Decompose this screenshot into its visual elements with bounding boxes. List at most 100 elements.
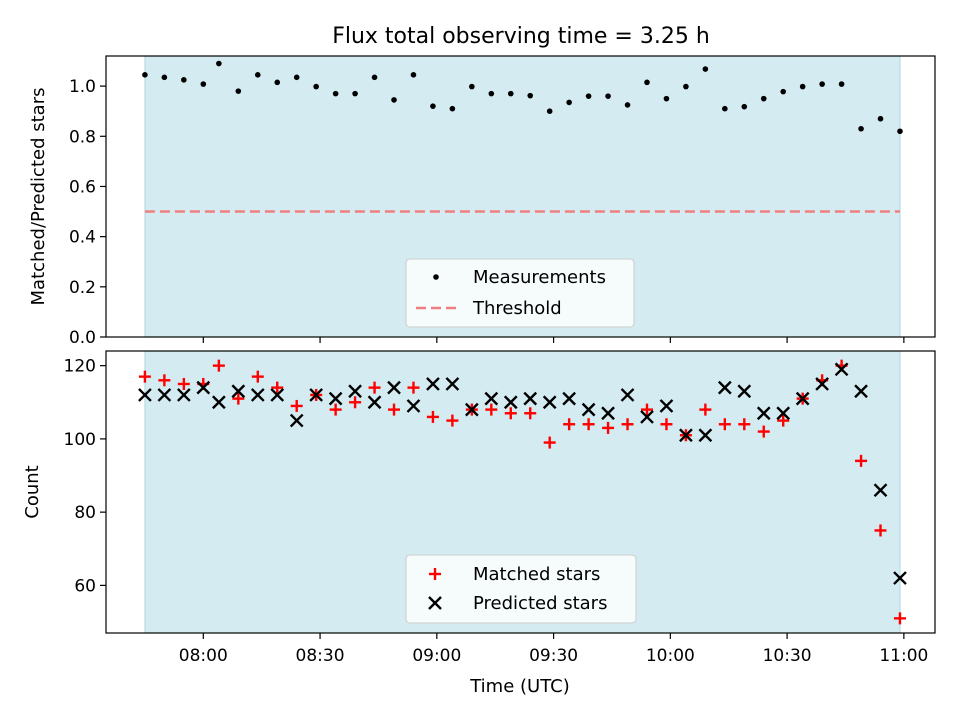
bottom-panel: 60 80 100 120 08:00 08:30 09:00 09:30 10:00 10:3… (22, 350, 936, 666)
measurements-point-29 (702, 66, 709, 72)
predicted-stars-point-29 (698, 428, 713, 443)
matched-stars-point-37 (855, 454, 868, 467)
measurements-point-39 (897, 128, 903, 135)
x-tick-label-5: 10:30 (763, 646, 812, 666)
matched-stars-point-25 (621, 418, 634, 431)
predicted-stars-point-25 (620, 388, 635, 402)
x-tick-label-3: 09:30 (529, 646, 578, 666)
predicted-stars-point-32 (756, 406, 771, 421)
predicted-stars-point-14 (406, 399, 421, 413)
matched-stars-point-0 (138, 370, 151, 383)
predicted-stars-point-7 (270, 388, 285, 402)
matched-stars-point-18 (485, 403, 498, 416)
bottom-x-ticks: 08:00 08:30 09:00 09:30 10:00 10:30 11:00 (179, 633, 928, 666)
y-tick-label-0: 60 (74, 576, 96, 596)
predicted-stars-point-4 (212, 395, 226, 410)
x-tick-label-4: 10:00 (646, 646, 695, 666)
predicted-stars-point-8 (289, 413, 304, 428)
predicted-stars-point-23 (581, 402, 596, 417)
y-tick-label-1: 80 (74, 503, 96, 523)
y-tick-label-5: 1.0 (69, 77, 96, 97)
measurements-point-20 (527, 92, 534, 99)
bottom-y-axis: 60 80 100 120 (64, 357, 106, 596)
measurements-point-1 (161, 74, 168, 81)
measurements-point-12 (371, 74, 378, 81)
top-legend: Measurements Threshold (405, 258, 635, 328)
x-axis-label: Time (UTC) (469, 676, 570, 697)
matched-stars-point-30 (718, 418, 731, 431)
measurements-point-23 (585, 93, 592, 99)
matched-stars-point-32 (757, 425, 770, 438)
predicted-stars-point-3 (196, 380, 211, 395)
measurements-point-3 (200, 81, 207, 87)
matched-stars-point-16 (446, 414, 459, 427)
predicted-stars-point-9 (309, 388, 324, 402)
predicted-stars-point-30 (717, 380, 732, 395)
matched-stars-point-10 (329, 403, 342, 416)
predicted-stars-point-31 (737, 384, 752, 399)
predicted-stars-point-5 (231, 384, 246, 399)
measurements-point-14 (410, 72, 417, 78)
matched-stars-point-5 (232, 392, 245, 405)
predicted-stars-point-36 (834, 362, 849, 377)
measurements-point-30 (722, 105, 728, 112)
y-tick-label-3: 0.6 (69, 177, 96, 197)
matched-stars-point-23 (582, 418, 595, 431)
matched-stars-point-22 (563, 418, 576, 431)
y-tick-label-2: 0.4 (69, 228, 96, 248)
x-tick-label-6: 11:00 (879, 646, 928, 666)
measurements-point-4 (216, 60, 222, 67)
x-tick-label-2: 09:00 (412, 646, 461, 666)
measurements-point-37 (858, 125, 864, 132)
y-tick-label-0: 0.0 (69, 328, 96, 348)
predicted-stars-point-17 (465, 402, 479, 417)
measurements-point-5 (235, 88, 242, 94)
measurements-point-24 (605, 93, 611, 99)
predicted-stars-point-37 (854, 384, 868, 399)
predicted-stars-point-28 (679, 428, 693, 443)
predicted-stars-point-35 (815, 377, 829, 391)
measurements-point-0 (142, 72, 148, 78)
predicted-stars-point-15 (426, 377, 440, 391)
legend-matched-label: Matched stars (473, 564, 600, 585)
top-legend-box (405, 258, 635, 328)
predicted-stars-point-2 (176, 388, 191, 402)
predicted-stars-point-10 (328, 391, 343, 406)
matched-stars-point-29 (699, 403, 712, 416)
top-x-ticks (202, 337, 905, 343)
measurements-point-13 (391, 97, 397, 103)
measurement-points (142, 60, 903, 135)
y-tick-label-1: 0.2 (69, 278, 96, 298)
bottom-y-label: Count (22, 465, 43, 518)
predicted-stars-point-20 (523, 391, 538, 406)
matched-stars-point-21 (543, 436, 556, 449)
measurements-point-18 (488, 90, 495, 97)
matched-stars-point-33 (777, 414, 790, 427)
predicted-stars-point-6 (250, 388, 265, 402)
measurements-point-19 (507, 90, 514, 97)
measurements-point-21 (546, 108, 553, 114)
matched-stars-point-11 (349, 396, 362, 409)
y-tick-label-3: 120 (64, 357, 96, 377)
legend-measurements-label: Measurements (473, 267, 606, 288)
predicted-stars-point-34 (795, 391, 810, 406)
measurements-point-32 (760, 95, 767, 102)
matched-stars-point-20 (524, 407, 537, 420)
predicted-stars-point-11 (348, 384, 362, 399)
measurements-point-26 (644, 79, 650, 86)
measurements-point-22 (566, 99, 572, 106)
measurements-point-9 (313, 83, 319, 90)
predicted-stars-point-26 (640, 410, 654, 424)
predicted-stars-point-18 (484, 391, 499, 406)
matched-stars-point-26 (640, 403, 653, 416)
matched-stars-point-12 (368, 381, 381, 394)
predicted-star-points (138, 362, 907, 585)
bottom-legend: Matched stars Predicted stars (405, 554, 637, 624)
measurements-point-35 (819, 81, 825, 87)
y-tick-label-4: 0.8 (69, 127, 96, 147)
legend-predicted-label: Predicted stars (473, 593, 607, 614)
legend-predicted-marker (428, 596, 442, 610)
bottom-axes-frame (105, 350, 936, 634)
measurements-point-25 (624, 102, 631, 108)
measurements-point-38 (877, 115, 884, 122)
